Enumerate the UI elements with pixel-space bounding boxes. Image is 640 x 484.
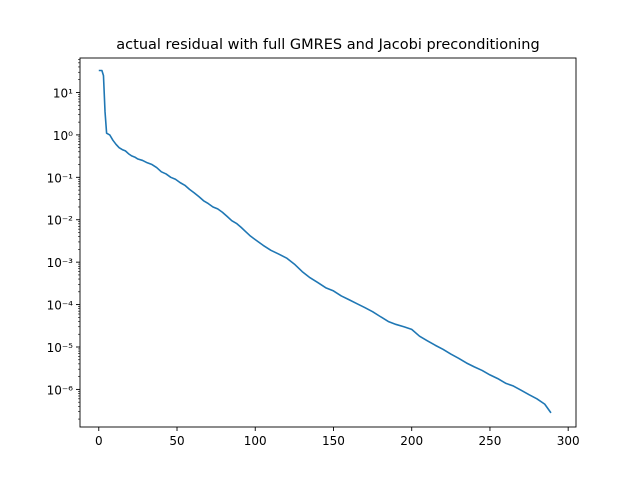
x-axis: 0 50 100 150 200 250 300 bbox=[95, 427, 580, 448]
y-tick-label: 10⁻³ bbox=[47, 256, 74, 270]
x-tick-label: 250 bbox=[478, 434, 501, 448]
x-tick-label: 100 bbox=[244, 434, 267, 448]
residual-series-line bbox=[98, 69, 552, 414]
y-tick-label: 10¹ bbox=[53, 86, 73, 100]
y-tick-label: 10⁻² bbox=[47, 214, 74, 228]
x-tick-label: 0 bbox=[95, 434, 103, 448]
x-tick-label: 50 bbox=[169, 434, 184, 448]
y-axis: 10⁻⁶ 10⁻⁵ 10⁻⁴ 10⁻³ 10⁻² 10⁻¹ 10⁰ 10¹ bbox=[47, 59, 80, 420]
x-tick-label: 150 bbox=[322, 434, 345, 448]
plot-area bbox=[98, 69, 552, 414]
y-tick-label: 10⁰ bbox=[53, 129, 73, 143]
y-tick-label: 10⁻⁶ bbox=[47, 383, 74, 397]
plot-frame bbox=[79, 57, 577, 428]
x-tick-label: 200 bbox=[400, 434, 423, 448]
y-tick-label: 10⁻⁴ bbox=[47, 299, 74, 313]
x-tick-label: 300 bbox=[557, 434, 580, 448]
y-tick-label: 10⁻⁵ bbox=[47, 341, 74, 355]
y-tick-label: 10⁻¹ bbox=[47, 171, 74, 185]
chart-title: actual residual with full GMRES and Jaco… bbox=[116, 37, 539, 53]
